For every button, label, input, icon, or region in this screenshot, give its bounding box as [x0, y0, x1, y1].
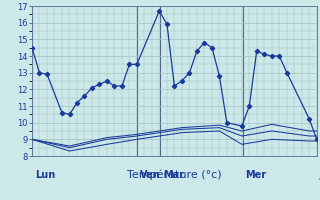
Text: Lun: Lun — [35, 170, 55, 180]
X-axis label: Température (°c): Température (°c) — [127, 170, 222, 180]
Text: Mar: Mar — [163, 170, 184, 180]
Text: Mer: Mer — [245, 170, 267, 180]
Text: Ven: Ven — [140, 170, 161, 180]
